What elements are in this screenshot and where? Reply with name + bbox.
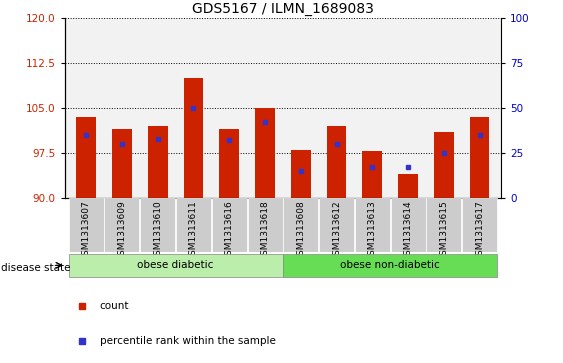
Bar: [434, 132, 454, 198]
Bar: [248, 198, 283, 252]
Text: GSM1313609: GSM1313609: [118, 200, 127, 261]
Bar: [291, 150, 311, 198]
Bar: [355, 198, 390, 252]
Bar: [176, 198, 211, 252]
Bar: [105, 198, 140, 252]
Text: GSM1313616: GSM1313616: [225, 200, 234, 261]
Text: count: count: [100, 301, 129, 310]
Bar: [283, 253, 497, 277]
Text: GSM1313615: GSM1313615: [439, 200, 448, 261]
Text: GSM1313611: GSM1313611: [189, 200, 198, 261]
Text: GSM1313607: GSM1313607: [82, 200, 91, 261]
Bar: [470, 117, 489, 198]
Bar: [184, 78, 203, 198]
Bar: [462, 198, 497, 252]
Bar: [319, 198, 354, 252]
Bar: [220, 129, 239, 198]
Bar: [398, 174, 418, 198]
Text: GSM1313608: GSM1313608: [296, 200, 305, 261]
Bar: [363, 151, 382, 198]
Text: percentile rank within the sample: percentile rank within the sample: [100, 336, 275, 346]
Text: GSM1313612: GSM1313612: [332, 200, 341, 261]
Bar: [283, 198, 318, 252]
Text: obese non-diabetic: obese non-diabetic: [340, 260, 440, 270]
Bar: [212, 198, 247, 252]
Bar: [148, 126, 168, 198]
Bar: [140, 198, 175, 252]
Bar: [69, 198, 104, 252]
Text: GSM1313618: GSM1313618: [261, 200, 270, 261]
Text: disease state: disease state: [1, 263, 70, 273]
Bar: [255, 108, 275, 198]
Bar: [426, 198, 461, 252]
Title: GDS5167 / ILMN_1689083: GDS5167 / ILMN_1689083: [192, 2, 374, 16]
Bar: [391, 198, 426, 252]
Bar: [327, 126, 346, 198]
Bar: [69, 253, 283, 277]
Text: obese diabetic: obese diabetic: [137, 260, 214, 270]
Bar: [112, 129, 132, 198]
Bar: [77, 117, 96, 198]
Text: GSM1313610: GSM1313610: [153, 200, 162, 261]
Text: GSM1313613: GSM1313613: [368, 200, 377, 261]
Text: GSM1313614: GSM1313614: [404, 200, 413, 261]
Text: GSM1313617: GSM1313617: [475, 200, 484, 261]
